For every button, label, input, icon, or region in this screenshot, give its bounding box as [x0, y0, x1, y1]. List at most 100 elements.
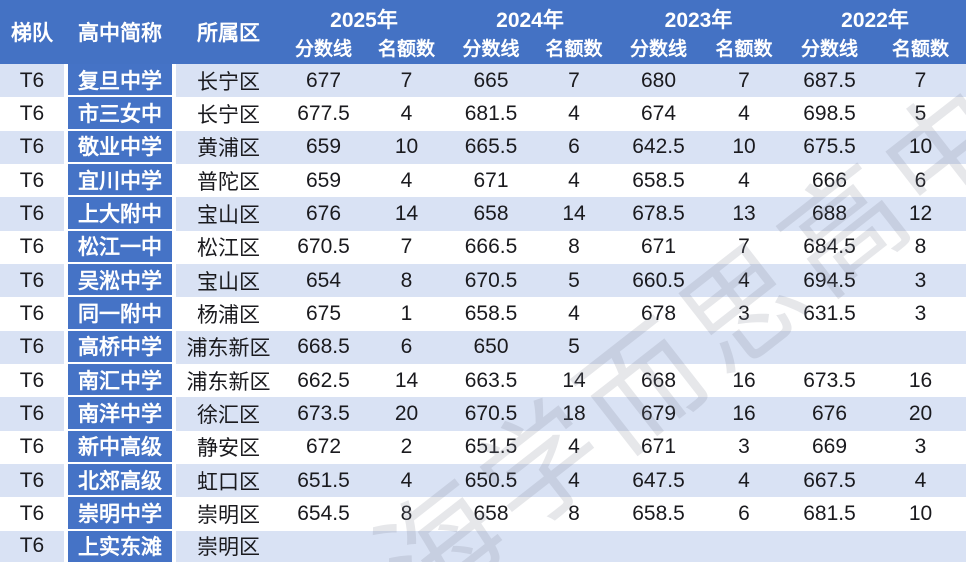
- tier-cell: T6: [0, 230, 64, 264]
- value-cell: 7: [704, 64, 784, 98]
- header-score-2022: 分数线: [784, 34, 875, 64]
- tier-cell: T6: [0, 397, 64, 431]
- value-cell: 647.5: [613, 463, 704, 498]
- value-cell: 665.5: [447, 130, 535, 164]
- value-cell: 7: [366, 64, 447, 98]
- value-cell: 671: [447, 163, 535, 198]
- school-cell: 松江一中: [64, 230, 176, 264]
- value-cell: 7: [875, 64, 966, 98]
- value-cell: 669: [784, 430, 875, 464]
- value-cell: [447, 530, 535, 562]
- value-cell: 665: [447, 64, 535, 98]
- value-cell: 666: [784, 163, 875, 198]
- value-cell: 20: [366, 397, 447, 431]
- value-cell: 668.5: [281, 330, 366, 364]
- header-score-2024: 分数线: [447, 34, 535, 64]
- table-row: T6 敬业中学 黄浦区 659 10 665.5 6 642.5 10 675.5 10: [0, 130, 966, 164]
- value-cell: 4: [704, 263, 784, 298]
- school-cell: 敬业中学: [64, 130, 176, 164]
- value-cell: 16: [704, 363, 784, 398]
- value-cell: 676: [784, 397, 875, 431]
- value-cell: 5: [535, 330, 613, 364]
- value-cell: 10: [366, 130, 447, 164]
- value-cell: 20: [875, 397, 966, 431]
- header-quota-2022: 名额数: [875, 34, 966, 64]
- value-cell: 672: [281, 430, 366, 464]
- value-cell: 679: [613, 397, 704, 431]
- school-cell: 高桥中学: [64, 330, 176, 364]
- value-cell: 8: [366, 263, 447, 298]
- value-cell: 14: [366, 197, 447, 231]
- tier-cell: T6: [0, 530, 64, 562]
- school-cell: 市三女中: [64, 97, 176, 131]
- value-cell: 10: [875, 130, 966, 164]
- value-cell: 8: [535, 497, 613, 531]
- value-cell: [704, 530, 784, 562]
- value-cell: 670.5: [447, 397, 535, 431]
- value-cell: 4: [366, 463, 447, 498]
- value-cell: 7: [366, 230, 447, 264]
- value-cell: 3: [875, 297, 966, 331]
- tier-cell: T6: [0, 130, 64, 164]
- value-cell: [875, 530, 966, 562]
- tier-cell: T6: [0, 497, 64, 531]
- value-cell: 18: [535, 397, 613, 431]
- value-cell: 631.5: [784, 297, 875, 331]
- header-quota-2023: 名额数: [704, 34, 784, 64]
- district-cell: 长宁区: [176, 64, 281, 98]
- value-cell: 676: [281, 197, 366, 231]
- header-district: 所属区: [176, 0, 281, 64]
- school-cell: 上大附中: [64, 197, 176, 231]
- value-cell: 658.5: [613, 163, 704, 198]
- school-cell: 同一附中: [64, 297, 176, 331]
- value-cell: 6: [704, 497, 784, 531]
- school-cell: 宜川中学: [64, 163, 176, 198]
- value-cell: 687.5: [784, 64, 875, 98]
- value-cell: 681.5: [784, 497, 875, 531]
- value-cell: [704, 330, 784, 364]
- school-cell: 北郊高级: [64, 463, 176, 498]
- table-row: T6 宜川中学 普陀区 659 4 671 4 658.5 4 666 6: [0, 163, 966, 198]
- value-cell: 674: [613, 97, 704, 131]
- value-cell: 673.5: [784, 363, 875, 398]
- header-year-2023: 2023年: [613, 0, 784, 34]
- value-cell: 6: [535, 130, 613, 164]
- value-cell: 5: [875, 97, 966, 131]
- school-cell: 上实东滩: [64, 530, 176, 562]
- value-cell: 684.5: [784, 230, 875, 264]
- value-cell: 659: [281, 130, 366, 164]
- value-cell: 2: [366, 430, 447, 464]
- value-cell: 4: [704, 97, 784, 131]
- value-cell: 6: [366, 330, 447, 364]
- table-row: T6 同一附中 杨浦区 675 1 658.5 4 678 3 631.5 3: [0, 297, 966, 331]
- district-cell: 浦东新区: [176, 363, 281, 398]
- table-row: T6 崇明中学 崇明区 654.5 8 658 8 658.5 6 681.5 10: [0, 497, 966, 531]
- value-cell: 675: [281, 297, 366, 331]
- value-cell: 4: [366, 163, 447, 198]
- value-cell: 654: [281, 263, 366, 298]
- tier-cell: T6: [0, 330, 64, 364]
- header-year-2025: 2025年: [281, 0, 447, 34]
- value-cell: 1: [366, 297, 447, 331]
- value-cell: 642.5: [613, 130, 704, 164]
- value-cell: 677.5: [281, 97, 366, 131]
- header-quota-2025: 名额数: [366, 34, 447, 64]
- value-cell: 10: [704, 130, 784, 164]
- tier-cell: T6: [0, 297, 64, 331]
- header-year-2022: 2022年: [784, 0, 966, 34]
- value-cell: 660.5: [613, 263, 704, 298]
- value-cell: 650: [447, 330, 535, 364]
- value-cell: 670.5: [281, 230, 366, 264]
- value-cell: 663.5: [447, 363, 535, 398]
- table-row: T6 吴淞中学 宝山区 654 8 670.5 5 660.5 4 694.5 3: [0, 263, 966, 298]
- value-cell: 8: [535, 230, 613, 264]
- value-cell: 4: [704, 163, 784, 198]
- header-score-2025: 分数线: [281, 34, 366, 64]
- value-cell: [535, 530, 613, 562]
- value-cell: 4: [535, 97, 613, 131]
- value-cell: [784, 530, 875, 562]
- table-row: T6 上实东滩 崇明区: [0, 530, 966, 562]
- tier-cell: T6: [0, 363, 64, 398]
- value-cell: 681.5: [447, 97, 535, 131]
